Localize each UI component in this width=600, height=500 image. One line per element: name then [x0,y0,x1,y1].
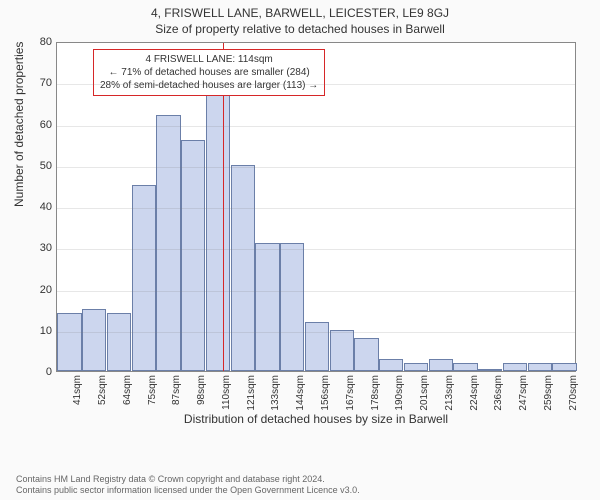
x-tick-label: 224sqm [469,375,481,415]
x-tick-label: 167sqm [345,375,357,415]
bar [528,363,552,371]
callout-line2: ← 71% of detached houses are smaller (28… [100,66,318,79]
x-tick-label: 270sqm [568,375,580,415]
bar [379,359,403,371]
x-tick-label: 236sqm [493,375,505,415]
x-tick-label: 247sqm [518,375,530,415]
x-tick-label: 144sqm [295,375,307,415]
y-gridline [57,249,575,250]
y-gridline [57,126,575,127]
bar [280,243,304,371]
bar [206,95,230,371]
chart-title-1: 4, FRISWELL LANE, BARWELL, LEICESTER, LE… [0,6,600,20]
y-tick-label: 80 [26,36,52,48]
y-gridline [57,208,575,209]
bar [552,363,576,371]
x-tick-label: 259sqm [543,375,555,415]
callout-line1: 4 FRISWELL LANE: 114sqm [100,53,318,66]
y-tick-label: 20 [26,284,52,296]
footer-line2: Contains public sector information licen… [16,485,360,496]
bar [354,338,378,371]
x-tick-label: 133sqm [270,375,282,415]
callout-line3: 28% of semi-detached houses are larger (… [100,79,318,92]
bar [453,363,477,371]
bar [181,140,205,371]
x-tick-label: 87sqm [171,375,183,415]
x-tick-label: 75sqm [147,375,159,415]
bar [255,243,279,371]
footer-line1: Contains HM Land Registry data © Crown c… [16,474,360,485]
x-tick-label: 213sqm [444,375,456,415]
footer: Contains HM Land Registry data © Crown c… [16,474,360,497]
y-tick-label: 50 [26,160,52,172]
x-tick-label: 178sqm [370,375,382,415]
bar [429,359,453,371]
bar [330,330,354,371]
x-tick-label: 98sqm [196,375,208,415]
x-tick-label: 190sqm [394,375,406,415]
chart-header: 4, FRISWELL LANE, BARWELL, LEICESTER, LE… [0,0,600,38]
bar [478,369,502,371]
y-tick-label: 70 [26,77,52,89]
bar [107,313,131,371]
bar [503,363,527,371]
callout-box: 4 FRISWELL LANE: 114sqm ← 71% of detache… [93,49,325,96]
x-tick-label: 156sqm [320,375,332,415]
bar [57,313,81,371]
y-gridline [57,84,575,85]
chart-title-2: Size of property relative to detached ho… [0,22,600,36]
y-tick-label: 0 [26,366,52,378]
y-tick-label: 40 [26,201,52,213]
plot-area: 4 FRISWELL LANE: 114sqm ← 71% of detache… [56,42,576,372]
bar [404,363,428,371]
x-tick-label: 201sqm [419,375,431,415]
x-tick-label: 110sqm [221,375,233,415]
y-gridline [57,167,575,168]
x-tick-label: 52sqm [97,375,109,415]
y-tick-label: 10 [26,325,52,337]
x-tick-label: 41sqm [72,375,84,415]
y-tick-label: 30 [26,242,52,254]
y-gridline [57,332,575,333]
x-tick-label: 121sqm [246,375,258,415]
bar [305,322,329,372]
bar [82,309,106,371]
bar [231,165,255,371]
chart-area: 4 FRISWELL LANE: 114sqm ← 71% of detache… [56,42,576,422]
x-tick-label: 64sqm [122,375,134,415]
bar [132,185,156,371]
y-tick-label: 60 [26,119,52,131]
y-gridline [57,291,575,292]
